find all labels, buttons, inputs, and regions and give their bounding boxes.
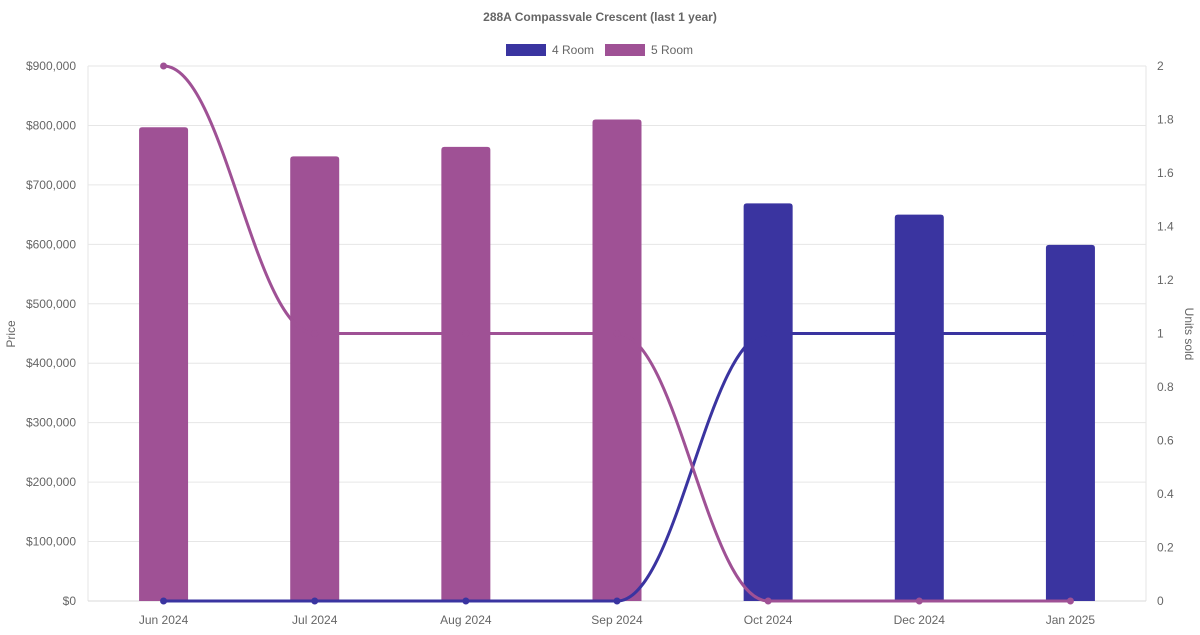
- point-4-room-oct-2024: [764, 330, 772, 337]
- x-tick-label: Dec 2024: [894, 613, 946, 627]
- bar-5-room-jun-2024: [139, 127, 189, 601]
- x-tick-label: Oct 2024: [744, 613, 793, 627]
- bar-5-room-sep-2024: [592, 119, 642, 601]
- legend-swatch-4-room: [506, 44, 546, 56]
- left-tick-label: $600,000: [26, 237, 76, 251]
- legend-item-4-room[interactable]: 4 Room: [506, 43, 594, 57]
- left-tick-label: $300,000: [26, 416, 76, 430]
- x-tick-label: Sep 2024: [591, 613, 643, 627]
- left-tick-label: $500,000: [26, 297, 76, 311]
- left-tick-label: $400,000: [26, 356, 76, 370]
- point-5-room-jan-2025: [1066, 597, 1074, 605]
- point-5-room-oct-2024: [764, 597, 772, 605]
- right-tick-label: 1.6: [1157, 166, 1174, 180]
- legend-label-4-room: 4 Room: [552, 43, 594, 57]
- x-tick-label: Jul 2024: [292, 613, 338, 627]
- point-4-room-jan-2025: [1066, 330, 1074, 337]
- point-5-room-jul-2024: [311, 330, 319, 337]
- right-tick-label: 1.8: [1157, 113, 1174, 127]
- legend-item-5-room[interactable]: 5 Room: [605, 43, 693, 57]
- bar-4-room-oct-2024: [743, 203, 793, 602]
- point-4-room-aug-2024: [462, 597, 470, 605]
- point-4-room-sep-2024: [613, 597, 621, 605]
- legend-swatch-5-room: [605, 44, 645, 56]
- bar-4-room-dec-2024: [894, 214, 944, 601]
- right-tick-label: 1: [1157, 327, 1164, 341]
- bar-5-room-jul-2024: [290, 156, 340, 601]
- left-tick-label: $0: [63, 594, 77, 608]
- right-tick-label: 0.2: [1157, 541, 1174, 555]
- left-axis-ticks: $0 $100,000 $200,000 $300,000 $400,000 $500,0…: [26, 59, 76, 608]
- right-tick-label: 0.4: [1157, 487, 1174, 501]
- point-5-room-dec-2024: [915, 597, 923, 605]
- legend[interactable]: 4 Room 5 Room: [506, 43, 693, 57]
- point-4-room-dec-2024: [915, 330, 923, 337]
- right-tick-label: 1.4: [1157, 220, 1174, 234]
- point-5-room-sep-2024: [613, 330, 621, 337]
- left-tick-label: $900,000: [26, 59, 76, 73]
- x-tick-label: Jun 2024: [139, 613, 189, 627]
- x-axis-ticks: Jun 2024 Jul 2024 Aug 2024 Sep 2024 Oct 2024…: [139, 613, 1096, 627]
- left-tick-label: $200,000: [26, 475, 76, 489]
- left-axis-title: Price: [4, 320, 18, 348]
- point-5-room-aug-2024: [462, 330, 470, 337]
- point-4-room-jun-2024: [160, 597, 168, 605]
- legend-label-5-room: 5 Room: [651, 43, 693, 57]
- right-tick-label: 2: [1157, 59, 1164, 73]
- right-tick-label: 1.2: [1157, 273, 1174, 287]
- bar-4-room-jan-2025: [1045, 244, 1095, 601]
- point-5-room-jun-2024: [160, 62, 168, 70]
- right-tick-label: 0.6: [1157, 434, 1174, 448]
- right-axis-ticks: 0 0.2 0.4 0.6 0.8 1 1.2 1.4 1.6 1.8 2: [1157, 59, 1174, 608]
- right-tick-label: 0.8: [1157, 380, 1174, 394]
- point-4-room-jul-2024: [311, 597, 319, 605]
- left-tick-label: $100,000: [26, 535, 76, 549]
- x-tick-label: Jan 2025: [1046, 613, 1096, 627]
- chart-title: 288A Compassvale Crescent (last 1 year): [483, 10, 717, 24]
- left-tick-label: $700,000: [26, 178, 76, 192]
- x-tick-label: Aug 2024: [440, 613, 492, 627]
- right-axis-title: Units sold: [1182, 308, 1196, 361]
- bar-5-room-aug-2024: [441, 146, 491, 601]
- right-tick-label: 0: [1157, 594, 1164, 608]
- bar-series: [139, 119, 1095, 602]
- line-series: [160, 62, 1074, 605]
- left-tick-label: $800,000: [26, 118, 76, 132]
